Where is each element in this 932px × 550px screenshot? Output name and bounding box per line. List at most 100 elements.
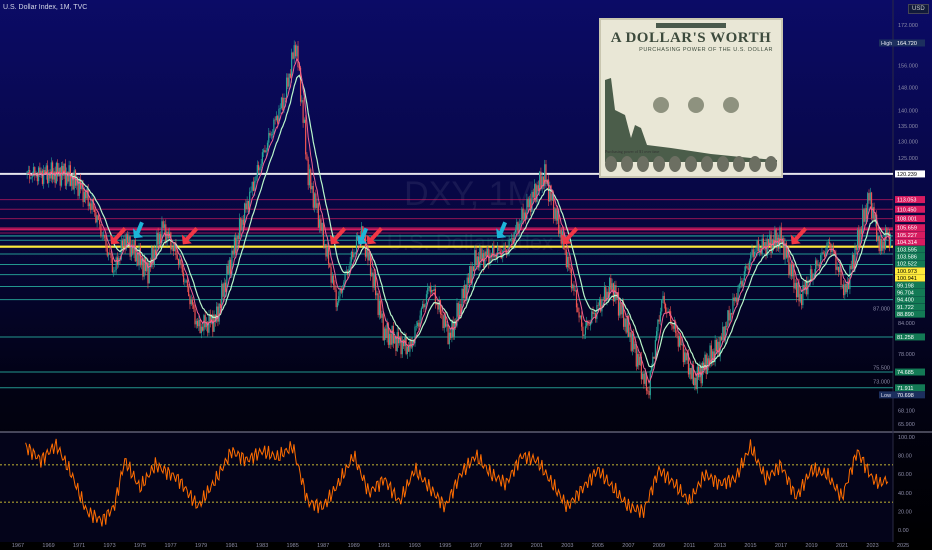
- candle-body: [31, 176, 33, 178]
- currency-button[interactable]: USD: [908, 4, 929, 14]
- candle-body: [624, 318, 626, 327]
- infographic-subtitle: PURCHASING POWER OF THE U.S. DOLLAR: [639, 47, 773, 53]
- candle-body: [771, 239, 773, 253]
- candle-body: [284, 97, 286, 99]
- candle-body: [741, 281, 743, 286]
- candle-body: [320, 219, 322, 231]
- candle-body: [307, 159, 309, 186]
- candle-body: [686, 353, 688, 361]
- candle-body: [846, 281, 848, 293]
- candle-body: [130, 244, 133, 257]
- candle-body: [87, 189, 89, 207]
- candle-body: [453, 321, 456, 337]
- candle-body: [156, 232, 158, 255]
- candle-body: [512, 238, 514, 244]
- candle-body: [620, 302, 622, 315]
- candle-body: [631, 334, 634, 351]
- candle-body: [153, 249, 155, 265]
- candle-body: [656, 331, 658, 341]
- candle-body: [821, 252, 823, 256]
- candle-body: [422, 304, 424, 309]
- candle-body: [157, 232, 159, 245]
- candle-body: [621, 302, 623, 315]
- candle-body: [722, 326, 724, 340]
- x-tick: 1973: [103, 543, 115, 549]
- price-tick: 68.100: [898, 408, 915, 414]
- candle-body: [862, 209, 864, 235]
- candle-body: [177, 258, 180, 266]
- candle-body: [581, 315, 583, 327]
- price-level-label-bg: [895, 215, 925, 223]
- candle-body: [77, 179, 79, 196]
- candle-body: [182, 272, 185, 282]
- candle-body: [827, 242, 829, 243]
- candle-body: [191, 299, 194, 305]
- candle-body: [783, 238, 785, 260]
- candle-body: [583, 334, 585, 336]
- candle-body: [717, 341, 719, 352]
- candle-body: [470, 266, 472, 284]
- candle-body: [790, 263, 793, 277]
- candle-body: [658, 319, 660, 322]
- candle-body: [174, 243, 176, 252]
- candle-body: [296, 45, 298, 57]
- candle-body: [190, 299, 192, 305]
- candle-body: [587, 320, 589, 325]
- candle-body: [270, 134, 272, 136]
- candle-body: [330, 267, 332, 283]
- candle-body: [573, 284, 575, 291]
- candle-body: [386, 323, 388, 339]
- candle-body: [291, 52, 293, 78]
- candle-body: [728, 310, 730, 321]
- candle-body: [373, 274, 375, 288]
- candle-body: [289, 73, 291, 78]
- candle-body: [774, 229, 776, 247]
- candle-body: [100, 224, 102, 237]
- candle-body: [806, 281, 808, 295]
- price-level-label: 103.586: [897, 255, 917, 261]
- candle-body: [57, 162, 59, 177]
- candle-body: [569, 267, 571, 270]
- candle-body: [362, 226, 364, 237]
- candle-body: [195, 320, 197, 325]
- infographic-coins: [605, 156, 777, 172]
- candle-body: [222, 283, 224, 297]
- price-level-label-bg: [895, 310, 925, 318]
- candle-body: [205, 321, 208, 328]
- candle-body: [509, 238, 511, 241]
- candle-body: [797, 282, 799, 298]
- candle-body: [251, 181, 253, 191]
- candle-body: [638, 354, 640, 365]
- candle-body: [152, 248, 154, 265]
- candle-body: [853, 254, 855, 269]
- candle-body: [858, 230, 860, 246]
- candle-body: [479, 248, 481, 268]
- candle-body: [392, 325, 394, 344]
- candle-body: [490, 254, 492, 257]
- candle-body: [746, 266, 748, 268]
- candle-body: [125, 234, 127, 249]
- candle-body: [823, 253, 826, 257]
- candle-body: [447, 324, 449, 345]
- candle-body: [110, 254, 112, 258]
- candle-body: [107, 253, 110, 256]
- candle-body: [81, 182, 83, 189]
- x-tick: 1983: [256, 543, 268, 549]
- candle-body: [317, 203, 319, 228]
- candle-body: [96, 215, 98, 223]
- candle-body: [508, 240, 510, 252]
- x-tick: 2009: [653, 543, 665, 549]
- candle-body: [443, 315, 445, 329]
- candle-body: [630, 332, 632, 351]
- candle-body: [792, 264, 794, 277]
- candle-body: [310, 169, 312, 190]
- x-tick: 1993: [409, 543, 421, 549]
- candle-body: [333, 275, 335, 286]
- candle-body: [322, 222, 325, 246]
- candle-body: [608, 277, 611, 298]
- candle-body: [522, 208, 524, 220]
- candle-body: [500, 253, 503, 258]
- candle-body: [691, 365, 693, 379]
- high-label: High: [881, 41, 892, 47]
